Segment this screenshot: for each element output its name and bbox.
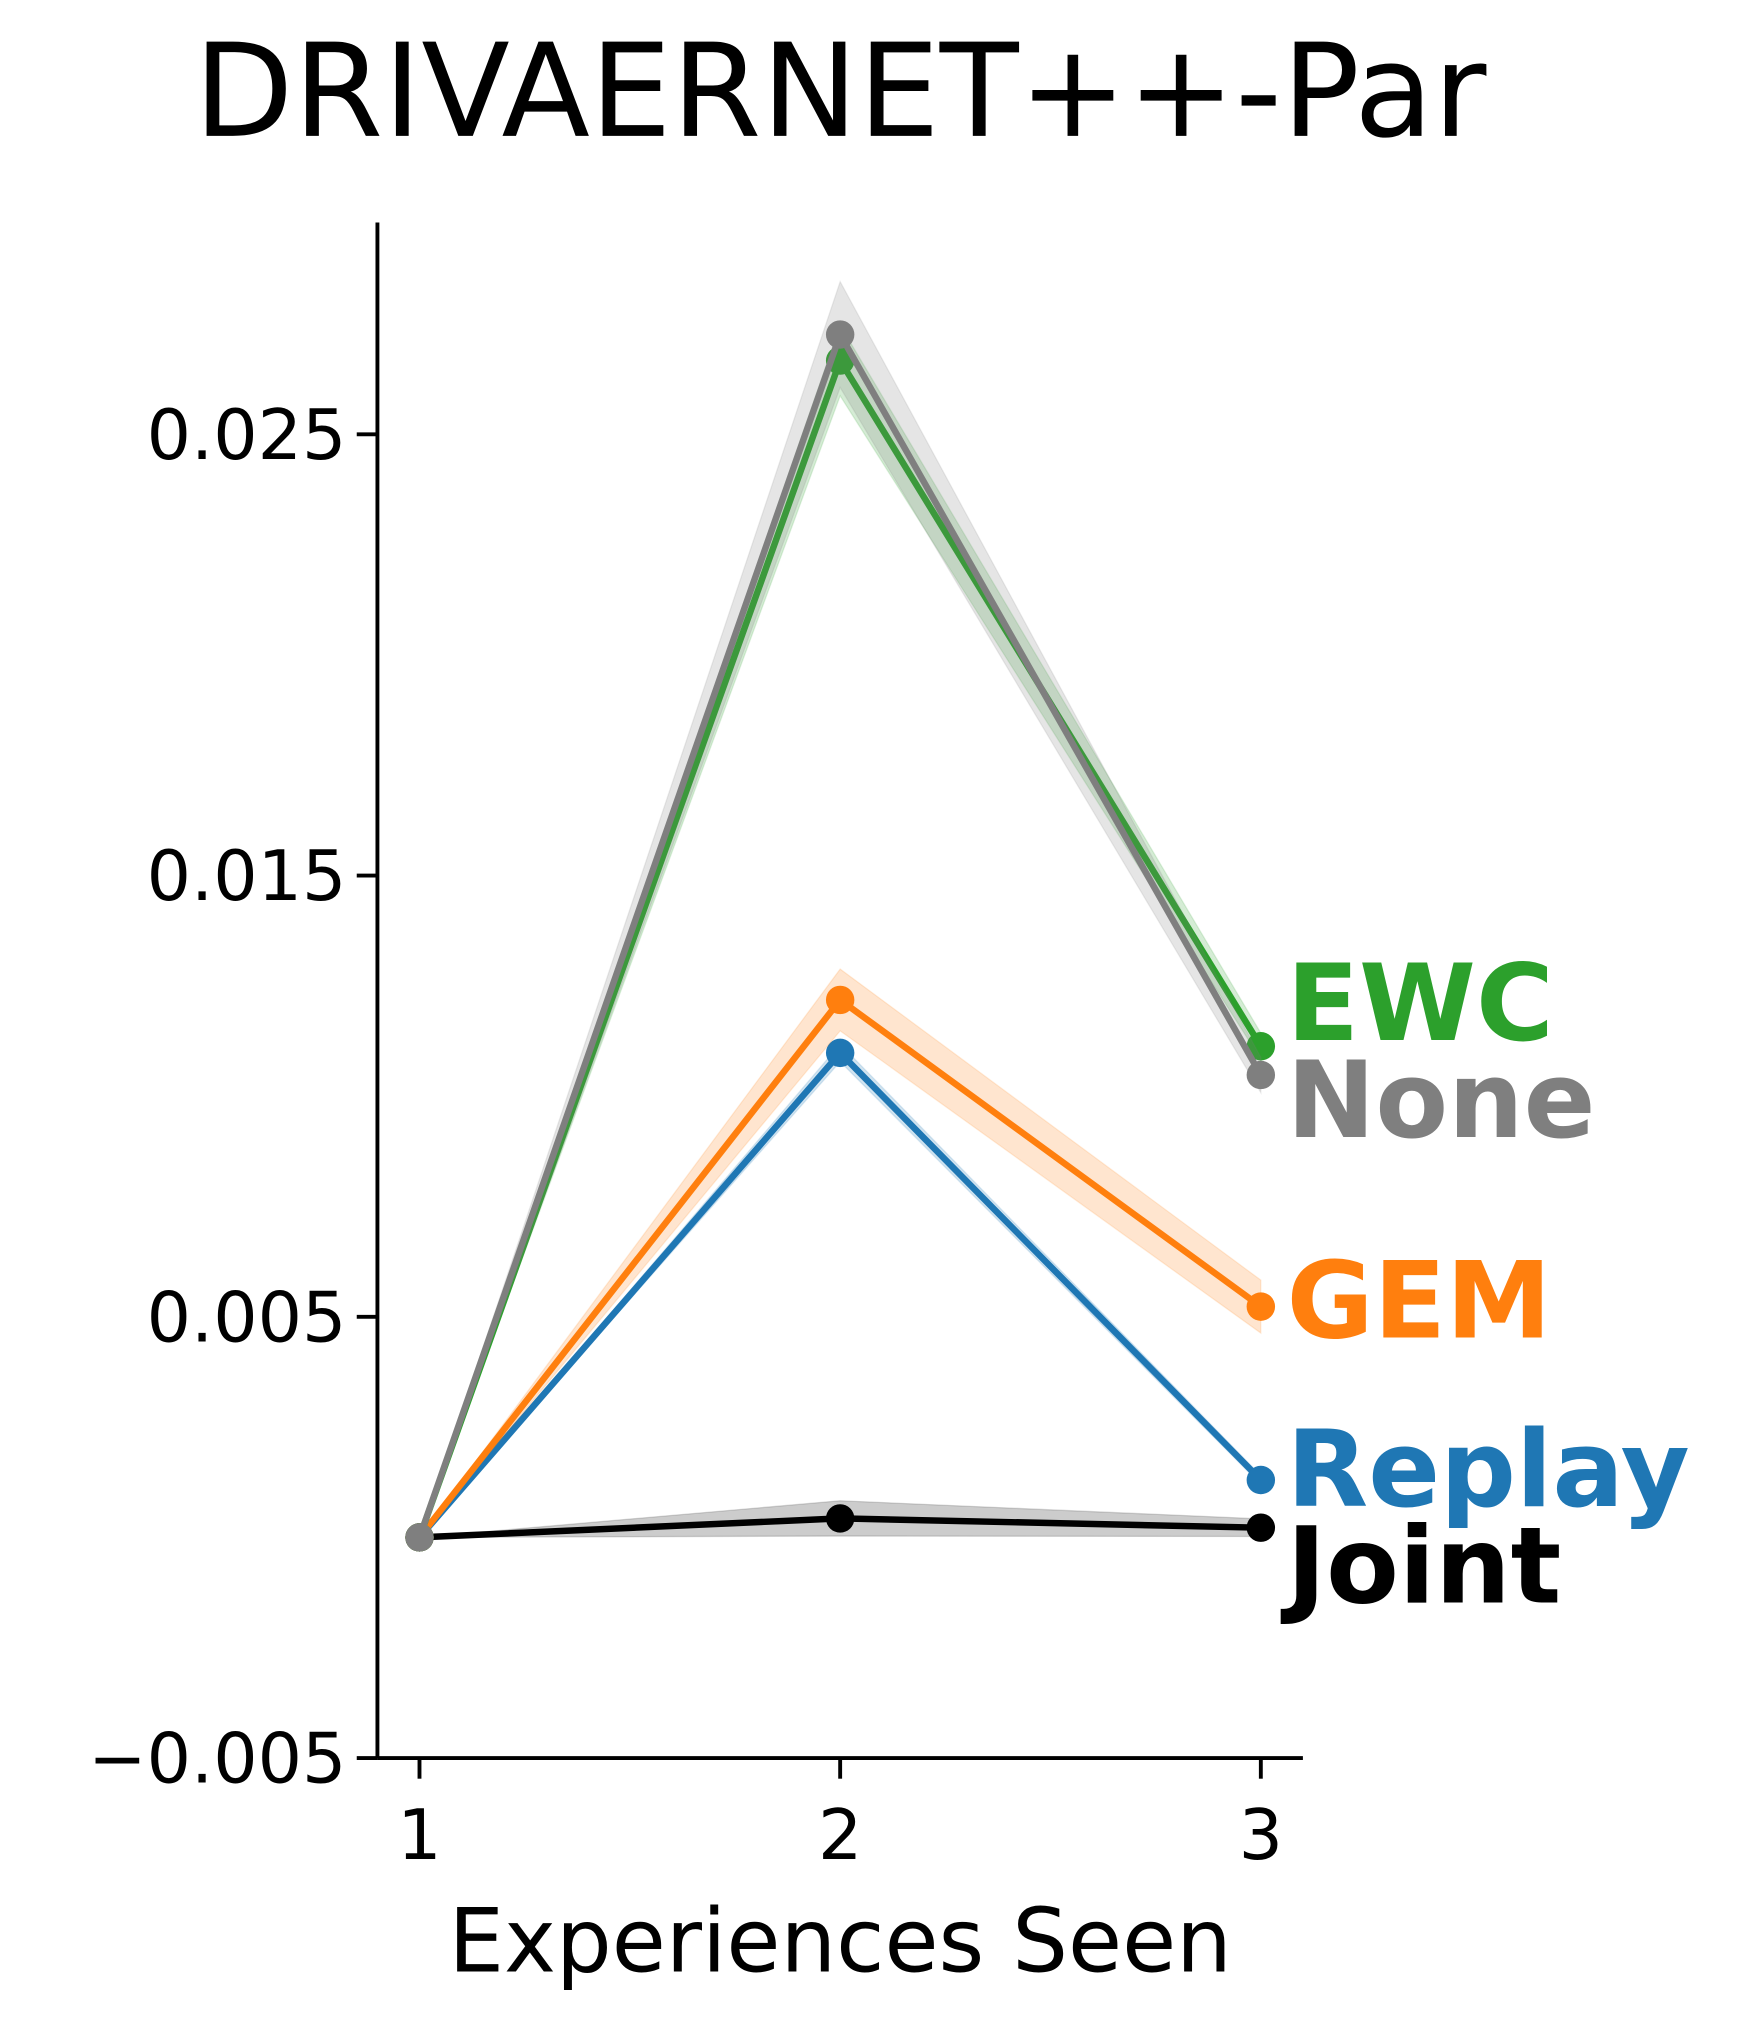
y-tick-label: 0.025 [147, 395, 347, 476]
series-label: Joint [1281, 1505, 1562, 1628]
x-axis-label: Experiences Seen [448, 1889, 1231, 1992]
point [1246, 1060, 1276, 1090]
point [825, 985, 855, 1015]
y-tick-label: 0.005 [147, 1277, 347, 1358]
series-label: GEM [1287, 1240, 1552, 1363]
x-tick-label: 3 [1239, 1795, 1283, 1876]
point [825, 1504, 855, 1533]
point [1246, 1292, 1276, 1321]
series-line [416, 353, 1264, 1539]
series-line [416, 995, 1263, 1540]
series-label: None [1287, 1039, 1596, 1162]
point [825, 320, 855, 349]
series-line [417, 1048, 1264, 1540]
x-tick-label: 2 [818, 1795, 862, 1876]
error-band [419, 1043, 1262, 1538]
series-label: EWC [1287, 942, 1554, 1065]
series-label: Replay [1287, 1408, 1690, 1531]
y-tick-label: −0.005 [88, 1719, 346, 1800]
point [1246, 1465, 1276, 1495]
point [405, 1523, 434, 1552]
point [1246, 1513, 1276, 1542]
chart-title: DRIVAERNET++-Par [194, 17, 1487, 167]
point [825, 1038, 855, 1068]
x-tick-label: 1 [397, 1795, 441, 1876]
point [1246, 1032, 1276, 1061]
y-tick-label: 0.015 [147, 836, 347, 917]
